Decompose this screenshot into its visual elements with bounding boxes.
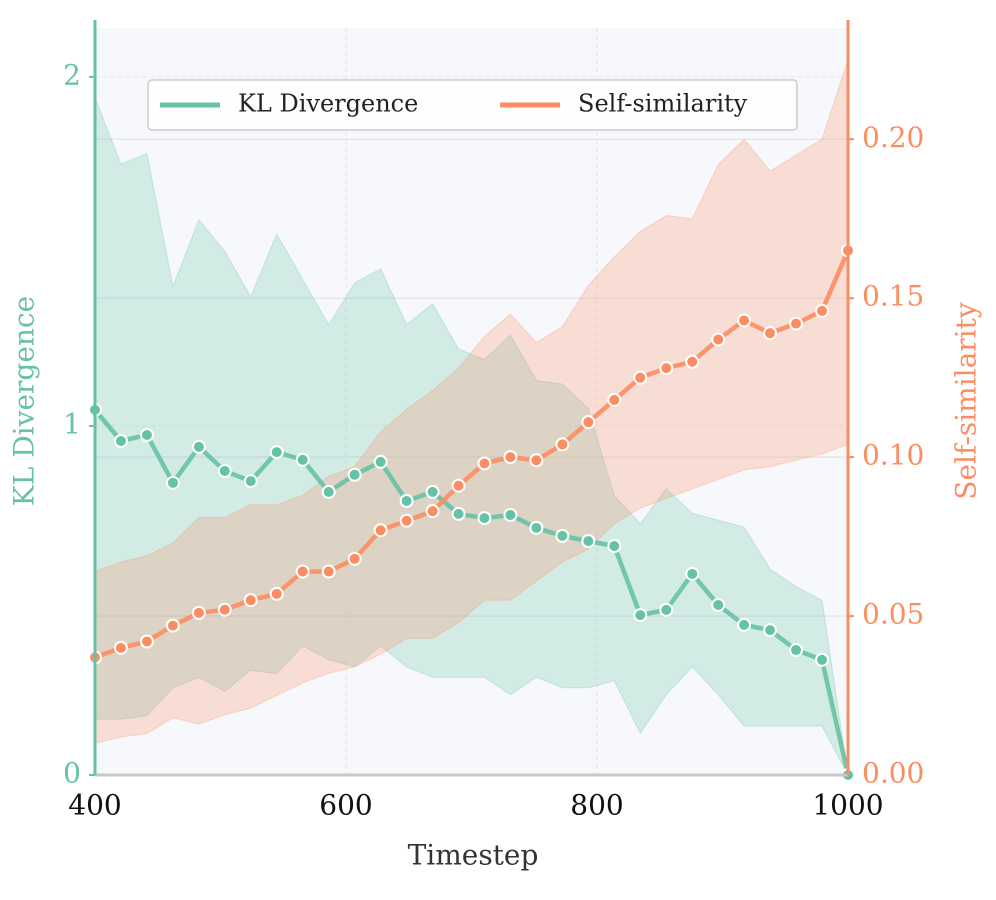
point <box>581 415 596 430</box>
point <box>113 640 128 655</box>
point <box>529 453 544 468</box>
x-tick-label: 800 <box>570 789 623 822</box>
point <box>503 507 518 522</box>
y-axis-label: KL Divergence <box>8 296 41 506</box>
point <box>425 504 440 519</box>
point <box>243 593 258 608</box>
point <box>685 354 700 369</box>
point <box>243 474 258 489</box>
point <box>217 602 232 617</box>
point <box>191 605 206 620</box>
point <box>165 475 180 490</box>
point <box>815 303 830 318</box>
point <box>399 513 414 528</box>
point <box>477 511 492 526</box>
x-tick-label: 400 <box>68 789 121 822</box>
point <box>711 598 726 613</box>
point <box>113 433 128 448</box>
y2-tick-label: 0.00 <box>862 757 924 790</box>
point <box>789 316 804 331</box>
point <box>633 608 648 623</box>
point <box>529 520 544 535</box>
point <box>555 437 570 452</box>
point <box>347 467 362 482</box>
point <box>425 484 440 499</box>
y-tick-label: 0 <box>63 757 81 790</box>
point <box>581 534 596 549</box>
point <box>321 484 336 499</box>
y2-tick-label: 0.20 <box>862 121 924 154</box>
legend-label: KL Divergence <box>238 90 418 118</box>
x-tick-label: 1000 <box>812 789 883 822</box>
point <box>191 439 206 454</box>
point <box>555 528 570 543</box>
point <box>321 564 336 579</box>
legend-label: Self-similarity <box>578 90 748 118</box>
point <box>295 452 310 467</box>
point <box>451 506 466 521</box>
point <box>269 445 284 460</box>
point <box>373 523 388 538</box>
y2-tick-label: 0.10 <box>862 439 924 472</box>
point <box>373 454 388 469</box>
point <box>269 586 284 601</box>
point <box>737 617 752 632</box>
point <box>139 428 154 443</box>
point <box>607 392 622 407</box>
point <box>659 361 674 376</box>
point <box>503 450 518 465</box>
point <box>347 551 362 566</box>
point <box>295 564 310 579</box>
point <box>737 313 752 328</box>
point <box>789 643 804 658</box>
point <box>815 652 830 667</box>
y-tick-label: 1 <box>63 407 81 440</box>
point <box>633 370 648 385</box>
point <box>165 618 180 633</box>
x-axis-label: Timestep <box>408 839 539 872</box>
point <box>399 493 414 508</box>
point <box>763 326 778 341</box>
y-tick-label: 2 <box>63 58 81 91</box>
legend-box <box>147 79 798 131</box>
y2-tick-label: 0.15 <box>862 280 924 313</box>
point <box>607 539 622 554</box>
x-tick-label: 600 <box>319 789 372 822</box>
y2-axis-label: Self-similarity <box>950 302 983 500</box>
plot-background <box>95 28 848 775</box>
band <box>94 97 849 776</box>
point <box>685 566 700 581</box>
y2-tick-label: 0.05 <box>862 598 924 631</box>
point <box>711 332 726 347</box>
point <box>477 456 492 471</box>
point <box>659 602 674 617</box>
point <box>139 634 154 649</box>
point <box>217 463 232 478</box>
point <box>451 478 466 493</box>
point <box>763 623 778 638</box>
